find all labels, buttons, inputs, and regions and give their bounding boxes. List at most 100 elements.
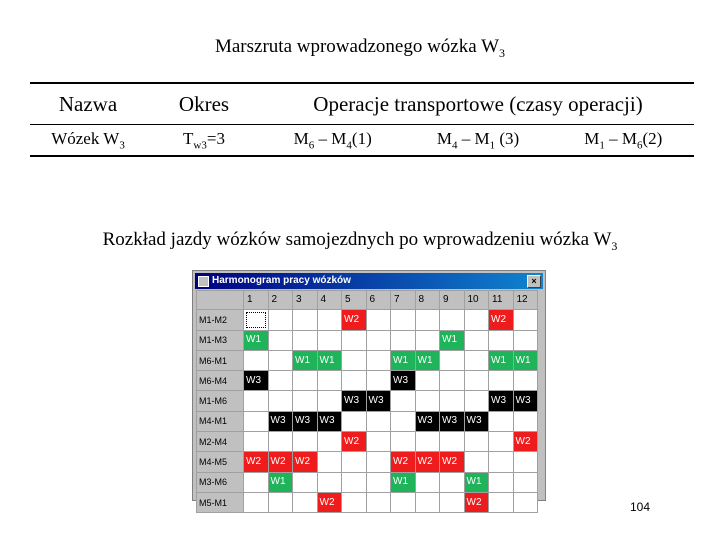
- grid-cell[interactable]: W2: [243, 451, 269, 473]
- grid-cell[interactable]: [292, 370, 318, 392]
- grid-cell[interactable]: [365, 451, 391, 473]
- column-header-5[interactable]: 5: [341, 289, 367, 311]
- close-icon[interactable]: ×: [527, 275, 541, 288]
- grid-corner[interactable]: [196, 289, 244, 311]
- grid-cell[interactable]: W1: [267, 471, 293, 493]
- row-header[interactable]: M3-M6: [196, 471, 244, 493]
- grid-cell[interactable]: [463, 309, 489, 331]
- grid-cell[interactable]: W3: [439, 410, 465, 433]
- grid-cell[interactable]: [390, 431, 416, 453]
- row-header[interactable]: M6-M4: [196, 370, 244, 392]
- grid-cell[interactable]: [365, 309, 391, 331]
- column-header-8[interactable]: 8: [414, 289, 440, 311]
- grid-cell[interactable]: [414, 309, 440, 331]
- grid-cell[interactable]: W2: [488, 309, 514, 331]
- grid-cell[interactable]: W2: [390, 451, 416, 473]
- row-header[interactable]: M4-M1: [196, 410, 244, 433]
- grid-cell[interactable]: [390, 309, 416, 331]
- grid-cell[interactable]: W1: [292, 349, 318, 372]
- column-header-3[interactable]: 3: [292, 289, 318, 311]
- grid-cell[interactable]: [267, 390, 293, 412]
- grid-cell[interactable]: [243, 471, 269, 493]
- column-header-1[interactable]: 1: [243, 289, 269, 311]
- grid-cell[interactable]: W1: [316, 349, 342, 372]
- grid-cell[interactable]: [414, 329, 440, 351]
- grid-cell[interactable]: [414, 370, 440, 392]
- grid-cell[interactable]: [488, 410, 514, 433]
- grid-cell[interactable]: [463, 329, 489, 351]
- grid-cell[interactable]: [512, 309, 538, 331]
- grid-cell[interactable]: [292, 471, 318, 493]
- grid-cell[interactable]: [341, 410, 367, 433]
- column-header-9[interactable]: 9: [439, 289, 465, 311]
- grid-cell[interactable]: [414, 390, 440, 412]
- grid-cell[interactable]: [512, 329, 538, 351]
- row-header[interactable]: M1-M3: [196, 329, 244, 351]
- grid-cell[interactable]: [267, 349, 293, 372]
- grid-cell[interactable]: [512, 451, 538, 473]
- grid-cell[interactable]: [365, 349, 391, 372]
- grid-cell[interactable]: W3: [365, 390, 391, 412]
- grid-cell[interactable]: [316, 329, 342, 351]
- grid-cell[interactable]: [365, 431, 391, 453]
- grid-cell[interactable]: [488, 451, 514, 473]
- grid-cell[interactable]: [365, 471, 391, 493]
- grid-cell[interactable]: [243, 431, 269, 453]
- grid-cell[interactable]: [316, 390, 342, 412]
- column-header-2[interactable]: 2: [267, 289, 293, 311]
- grid-cell[interactable]: W3: [414, 410, 440, 433]
- grid-cell[interactable]: [341, 349, 367, 372]
- grid-cell[interactable]: [439, 471, 465, 493]
- grid-cell[interactable]: [463, 349, 489, 372]
- grid-cell[interactable]: [414, 491, 440, 514]
- grid-cell[interactable]: W1: [390, 349, 416, 372]
- grid-cell[interactable]: [267, 309, 293, 331]
- grid-cell[interactable]: W2: [439, 451, 465, 473]
- grid-cell[interactable]: W1: [414, 349, 440, 372]
- grid-cell[interactable]: W2: [316, 491, 342, 514]
- grid-cell[interactable]: [414, 431, 440, 453]
- grid-cell[interactable]: [267, 491, 293, 514]
- column-header-7[interactable]: 7: [390, 289, 416, 311]
- column-header-11[interactable]: 11: [488, 289, 514, 311]
- grid-cell[interactable]: [341, 451, 367, 473]
- grid-cell[interactable]: [316, 309, 342, 331]
- grid-cell[interactable]: [439, 370, 465, 392]
- grid-cell[interactable]: [463, 390, 489, 412]
- grid-cell[interactable]: W2: [341, 431, 367, 453]
- grid-cell[interactable]: [439, 431, 465, 453]
- grid-cell[interactable]: [439, 309, 465, 331]
- grid-cell[interactable]: W3: [390, 370, 416, 392]
- row-header[interactable]: M1-M6: [196, 390, 244, 412]
- grid-cell[interactable]: [488, 329, 514, 351]
- grid-cell[interactable]: [341, 471, 367, 493]
- grid-cell[interactable]: [463, 431, 489, 453]
- window-titlebar[interactable]: Harmonogram pracy wózków ×: [195, 273, 543, 289]
- grid-cell[interactable]: [390, 329, 416, 351]
- grid-cell[interactable]: W3: [463, 410, 489, 433]
- grid-cell[interactable]: [390, 410, 416, 433]
- grid-cell[interactable]: [488, 491, 514, 514]
- row-header[interactable]: M2-M4: [196, 431, 244, 453]
- grid-cell[interactable]: W2: [292, 451, 318, 473]
- grid-cell[interactable]: [341, 329, 367, 351]
- row-header[interactable]: M4-M5: [196, 451, 244, 473]
- grid-cell[interactable]: W2: [341, 309, 367, 331]
- grid-cell[interactable]: [341, 491, 367, 514]
- grid-cell[interactable]: [512, 491, 538, 514]
- grid-cell[interactable]: [488, 431, 514, 453]
- grid-cell[interactable]: [341, 370, 367, 392]
- grid-cell[interactable]: [316, 431, 342, 453]
- grid-cell[interactable]: [316, 471, 342, 493]
- grid-cell[interactable]: W3: [292, 410, 318, 433]
- grid-cell[interactable]: [414, 471, 440, 493]
- grid-cell[interactable]: W3: [243, 370, 269, 392]
- grid-cell[interactable]: [292, 390, 318, 412]
- grid-cell[interactable]: [439, 349, 465, 372]
- grid-cell[interactable]: [512, 471, 538, 493]
- column-header-4[interactable]: 4: [316, 289, 342, 311]
- grid-cell[interactable]: [292, 329, 318, 351]
- grid-cell[interactable]: [267, 370, 293, 392]
- grid-cell[interactable]: W3: [488, 390, 514, 412]
- grid-cell[interactable]: [365, 410, 391, 433]
